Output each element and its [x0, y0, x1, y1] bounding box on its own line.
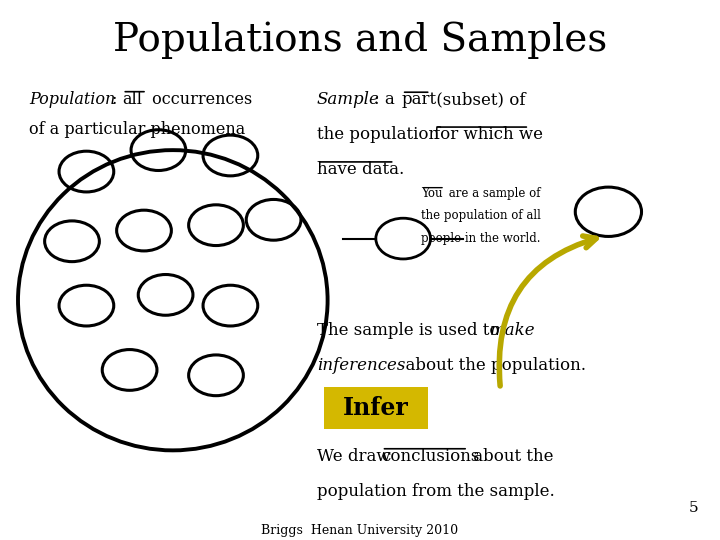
Text: make: make — [490, 322, 535, 339]
Text: inferences: inferences — [317, 356, 405, 374]
Text: have data.: have data. — [317, 161, 404, 178]
Text: :: : — [112, 91, 122, 108]
Text: : a: : a — [374, 91, 400, 108]
Text: about the population.: about the population. — [395, 356, 585, 374]
Text: Briggs  Henan University 2010: Briggs Henan University 2010 — [261, 524, 459, 537]
FancyBboxPatch shape — [324, 387, 428, 429]
Text: are a sample of: are a sample of — [445, 187, 541, 200]
FancyArrowPatch shape — [499, 236, 596, 386]
Text: Sample: Sample — [317, 91, 379, 108]
Text: the population: the population — [317, 126, 444, 143]
Text: Populations and Samples: Populations and Samples — [113, 22, 607, 59]
Text: Population: Population — [29, 91, 115, 108]
Text: conclusions: conclusions — [382, 448, 480, 465]
Text: The sample is used to: The sample is used to — [317, 322, 505, 339]
Text: population from the sample.: population from the sample. — [317, 483, 554, 500]
Text: of a particular phenomena: of a particular phenomena — [29, 120, 245, 138]
Text: occurrences: occurrences — [147, 91, 252, 108]
Text: (subset) of: (subset) of — [431, 91, 525, 108]
Text: all: all — [122, 91, 143, 108]
Text: people in the world.: people in the world. — [421, 232, 541, 245]
Text: part: part — [402, 91, 437, 108]
Text: 5: 5 — [689, 501, 698, 515]
Text: for which we: for which we — [434, 126, 543, 143]
Text: the population of all: the population of all — [421, 209, 541, 222]
Text: Infer: Infer — [343, 396, 409, 420]
Text: We draw: We draw — [317, 448, 396, 465]
Text: You: You — [421, 187, 443, 200]
Text: about the: about the — [468, 448, 554, 465]
